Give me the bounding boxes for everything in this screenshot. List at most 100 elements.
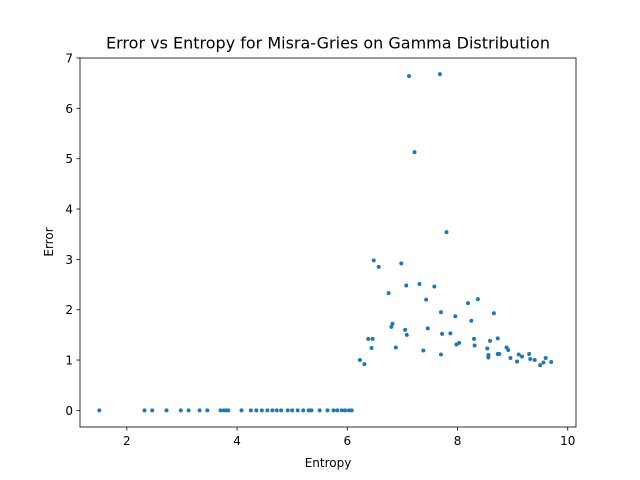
data-point [142, 408, 147, 413]
x-tick-label: 8 [454, 434, 462, 448]
data-point [339, 408, 344, 413]
data-point [417, 282, 422, 287]
data-point [485, 346, 490, 351]
data-points [97, 72, 554, 413]
data-point [424, 297, 429, 302]
plot-area [79, 57, 577, 428]
data-point [376, 264, 381, 269]
data-point [259, 408, 264, 413]
data-point [491, 311, 496, 316]
x-tick-label: 6 [343, 434, 351, 448]
data-point [346, 408, 351, 413]
data-point [393, 345, 398, 350]
data-point [412, 150, 417, 155]
y-tick-label: 4 [65, 203, 73, 217]
data-point [279, 408, 284, 413]
x-axis-ticks: 2 4 6 8 10 [123, 427, 575, 448]
data-point [532, 358, 537, 363]
data-point [516, 352, 521, 357]
data-point [444, 230, 449, 235]
data-point [549, 360, 554, 365]
data-point [226, 408, 231, 413]
y-tick-label: 6 [65, 102, 73, 116]
data-point [371, 258, 376, 263]
data-point [178, 408, 183, 413]
data-point [404, 332, 409, 337]
chart-title: Error vs Entropy for Misra-Gries on Gamm… [106, 34, 550, 53]
data-point [309, 408, 314, 413]
data-point [150, 408, 155, 413]
data-point [239, 408, 244, 413]
data-point [285, 408, 290, 413]
y-tick-label: 7 [65, 52, 73, 66]
data-point [335, 408, 340, 413]
data-point [357, 358, 362, 363]
data-point [369, 345, 374, 350]
y-axis-label: Error [42, 227, 56, 256]
data-point [437, 72, 442, 77]
data-point [270, 408, 275, 413]
plot-frame [79, 57, 577, 428]
x-tick-label: 2 [123, 434, 131, 448]
x-axis-label: Entropy [305, 456, 352, 470]
data-point [486, 355, 491, 360]
data-point [472, 343, 477, 348]
data-point [432, 284, 437, 289]
data-point [164, 408, 169, 413]
data-point [421, 348, 426, 353]
data-point [404, 283, 409, 288]
data-point [197, 408, 202, 413]
data-point [97, 408, 102, 413]
y-tick-label: 2 [65, 303, 73, 317]
data-point [274, 408, 279, 413]
data-point [301, 408, 306, 413]
data-point [265, 408, 270, 413]
data-point [425, 326, 430, 331]
data-point [366, 336, 371, 341]
data-point [497, 352, 502, 357]
data-point [295, 408, 300, 413]
data-point [543, 356, 548, 361]
x-tick-label: 10 [560, 434, 575, 448]
data-point [440, 331, 445, 336]
data-point [465, 301, 470, 306]
data-point [290, 408, 295, 413]
data-point [386, 291, 391, 296]
x-tick-label: 4 [233, 434, 241, 448]
data-point [186, 408, 191, 413]
data-point [495, 336, 500, 341]
data-point [453, 314, 458, 319]
data-point [205, 408, 210, 413]
data-point [248, 408, 253, 413]
data-point [508, 356, 513, 361]
data-point [438, 310, 443, 315]
data-point [403, 327, 408, 332]
data-point [362, 362, 367, 367]
y-axis-ticks: 0 1 2 3 4 5 6 7 [65, 52, 80, 418]
data-point [349, 408, 354, 413]
data-point [506, 347, 511, 352]
data-point [370, 336, 375, 341]
data-point [325, 408, 330, 413]
data-point [331, 408, 336, 413]
data-point [515, 359, 520, 364]
data-point [541, 360, 546, 365]
data-point [407, 74, 412, 79]
data-point [399, 261, 404, 266]
data-point [472, 336, 477, 341]
y-tick-label: 1 [65, 354, 73, 368]
y-tick-label: 3 [65, 253, 73, 267]
data-point [254, 408, 259, 413]
data-point [469, 318, 474, 323]
data-point [527, 352, 532, 357]
data-point [519, 354, 524, 359]
data-point [448, 331, 453, 336]
data-point [475, 297, 480, 302]
data-point [438, 352, 443, 357]
data-point [538, 363, 543, 368]
data-point [306, 408, 311, 413]
data-point [390, 321, 395, 326]
data-point [528, 357, 533, 362]
data-point [457, 340, 462, 345]
